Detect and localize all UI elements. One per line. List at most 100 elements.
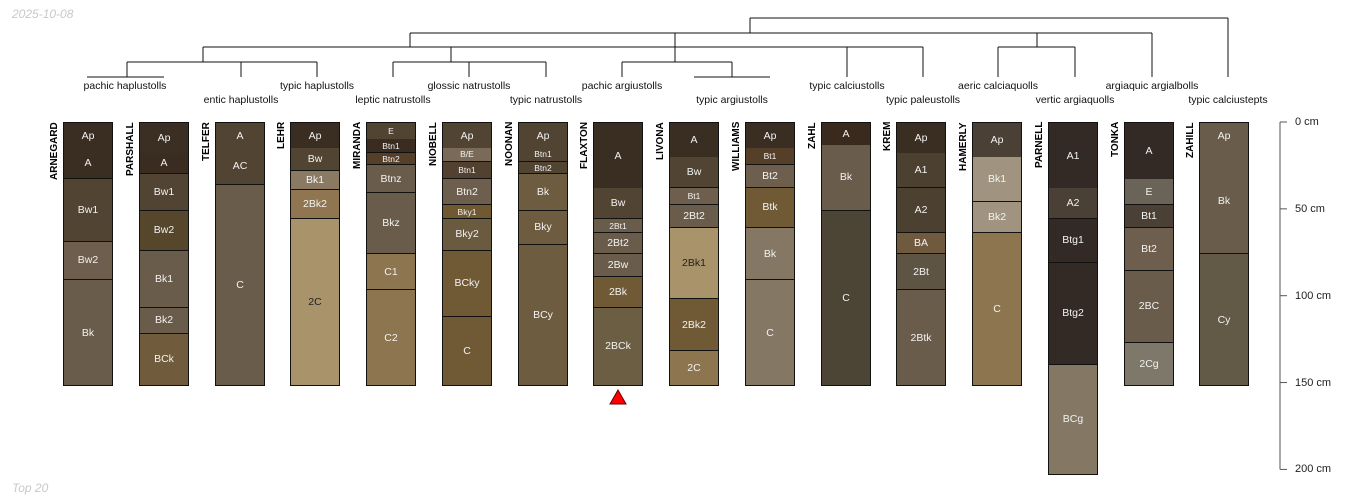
horizon: 2BC (1124, 271, 1174, 343)
dendrogram-branch (202, 46, 924, 77)
horizon: C2 (366, 290, 416, 387)
taxon-label: pachic haplustolls (83, 80, 167, 92)
horizon: 2C (290, 219, 340, 387)
horizon: Bt2 (1124, 227, 1174, 272)
horizon: Btk (745, 188, 795, 228)
horizon: Bk (821, 144, 871, 211)
taxon-label: leptic natrustolls (355, 94, 431, 106)
profile-name: LIVONA (655, 122, 666, 160)
horizon: Bk (63, 280, 113, 387)
horizon: Bky1 (442, 205, 492, 220)
horizon: Bw (593, 188, 643, 220)
horizon: Bkz (366, 193, 416, 254)
profile-name: MIRANDA (352, 121, 363, 169)
horizon: A (593, 122, 643, 189)
dendrogram-branch (392, 61, 547, 77)
depth-tick-label: 150 cm (1295, 376, 1332, 389)
horizon: E (366, 122, 416, 141)
horizon: Ap (442, 122, 492, 150)
horizon: Btn1 (366, 139, 416, 154)
horizon: Ap (745, 122, 795, 150)
horizon: C (972, 233, 1022, 386)
horizon: Btnz (366, 165, 416, 194)
taxon-label: aeric calciaquolls (958, 80, 1038, 92)
profile-name: TELFER (201, 122, 212, 161)
horizon: Btg1 (1048, 219, 1098, 263)
depth-tick-label: 0 cm (1295, 116, 1319, 128)
taxon-label: argiaquic argialbolls (1105, 80, 1199, 92)
depth-tick-label: 100 cm (1295, 289, 1332, 302)
profile-name: ZAHL (807, 122, 818, 149)
profile-name: TONKA (1110, 121, 1121, 157)
horizon: Bw1 (63, 179, 113, 242)
horizon: Btn1 (518, 148, 568, 162)
taxon-label: typic calciustolls (809, 80, 885, 92)
horizon: A (1124, 122, 1174, 181)
horizon: A1 (896, 153, 946, 188)
depth-tick-label: 200 cm (1295, 463, 1332, 476)
horizon: Ap (1199, 122, 1249, 150)
taxon-label: entic haplustolls (203, 94, 279, 106)
horizon: Bk2 (972, 201, 1022, 234)
dendrogram-branch (749, 17, 1229, 77)
footer-label: Top 20 (12, 481, 49, 495)
horizon: Bk2 (139, 307, 189, 334)
horizon: Bk (1199, 148, 1249, 254)
horizon: 2C (669, 351, 719, 387)
horizon: BCy (518, 245, 568, 386)
horizon: Btn2 (518, 161, 568, 175)
horizon: A (821, 122, 871, 146)
profile-name: ZAHILL (1185, 122, 1196, 158)
horizon: A2 (896, 188, 946, 234)
dendrogram-branch (409, 32, 1153, 77)
horizon: A (215, 122, 265, 150)
horizon: Ap (139, 122, 189, 155)
taxon-label: typic calciustepts (1188, 94, 1268, 106)
horizon: E (1124, 179, 1174, 206)
taxon-label: typic haplustolls (279, 80, 355, 92)
horizon: C (442, 316, 492, 386)
horizon: Btn2 (366, 153, 416, 166)
horizon: 2Bt1 (593, 219, 643, 234)
taxon-label: typic paleustolls (885, 94, 961, 106)
profile-name: NIOBELL (428, 122, 439, 166)
horizon: BCk (139, 333, 189, 387)
profile-name: WILLIAMS (731, 121, 742, 171)
horizon: Bky2 (442, 219, 492, 251)
horizon: 2Bt (896, 254, 946, 291)
horizon: C1 (366, 254, 416, 291)
horizon: Btg2 (1048, 262, 1098, 366)
horizon: A1 (1048, 122, 1098, 189)
date-stamp: 2025-10-08 (12, 7, 74, 21)
horizon: Cy (1199, 254, 1249, 386)
depth-tick-label: 50 cm (1295, 202, 1325, 215)
horizon: A2 (1048, 188, 1098, 220)
profile-name: PARNELL (1034, 121, 1045, 168)
horizon: 2Bw (593, 254, 643, 277)
horizon: 2Cg (1124, 342, 1174, 387)
horizon: Bw2 (63, 241, 113, 281)
horizon: Ap (896, 122, 946, 155)
horizon: Bt1 (745, 148, 795, 166)
horizon: Bky (518, 210, 568, 246)
profile-name: HAMERLY (958, 122, 969, 171)
profile-name: PARSHALL (125, 122, 136, 176)
horizon: 2Bk2 (290, 189, 340, 220)
profile-name: FLAXTON (579, 121, 590, 169)
dendrogram-branch (997, 46, 1076, 77)
horizon: BA (896, 233, 946, 254)
horizon: C (821, 210, 871, 386)
horizon: Bw (669, 156, 719, 188)
depth-axis (1279, 121, 1287, 470)
horizon: B/E (442, 148, 492, 162)
horizon: 2Bt2 (669, 205, 719, 228)
horizon: Ap (290, 122, 340, 150)
horizon: Bw1 (139, 174, 189, 211)
taxon-label: glossic natrustolls (427, 80, 511, 92)
horizon: Ap (972, 122, 1022, 158)
horizon: 2Btk (896, 290, 946, 387)
horizon: Bk1 (290, 170, 340, 190)
horizon: C (215, 184, 265, 387)
